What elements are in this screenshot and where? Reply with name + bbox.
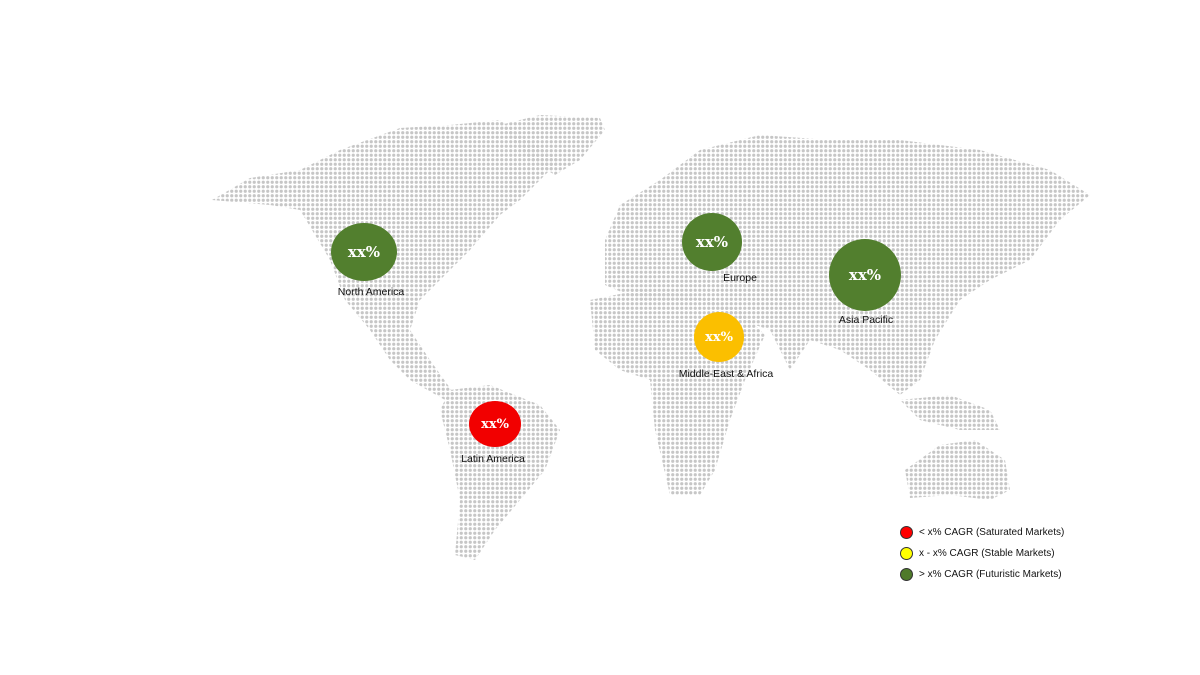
legend: < x% CAGR (Saturated Markets) x - x% CAG… (900, 522, 1064, 585)
australia-landmass (905, 440, 1010, 500)
legend-label: > x% CAGR (Futuristic Markets) (919, 569, 1062, 580)
greenland-landmass (500, 115, 605, 175)
region-bubble-latin-america[interactable]: xx% (469, 401, 521, 447)
legend-label: < x% CAGR (Saturated Markets) (919, 527, 1065, 538)
region-label-latin-america: Latin America (461, 453, 525, 465)
region-label-asia-pacific: Asia Pacific (838, 314, 894, 326)
southeast-asia-islands (900, 395, 1000, 430)
yellow-dot-icon (900, 547, 913, 560)
red-dot-icon (900, 526, 913, 539)
legend-label: x - x% CAGR (Stable Markets) (919, 548, 1055, 559)
region-label-north-america: North America (337, 286, 405, 298)
legend-item-futuristic: > x% CAGR (Futuristic Markets) (900, 564, 1064, 585)
region-bubble-asia-pacific[interactable]: xx% (829, 239, 901, 311)
region-label-middle-east-africa: Middle-East & Africa (678, 368, 774, 380)
region-label-europe: Europe (723, 272, 757, 284)
legend-item-saturated: < x% CAGR (Saturated Markets) (900, 522, 1064, 543)
region-bubble-north-america[interactable]: xx% (331, 223, 397, 281)
legend-item-stable: x - x% CAGR (Stable Markets) (900, 543, 1064, 564)
green-dot-icon (900, 568, 913, 581)
region-bubble-middle-east-africa[interactable]: xx% (694, 312, 744, 362)
region-bubble-europe[interactable]: xx% (682, 213, 742, 271)
